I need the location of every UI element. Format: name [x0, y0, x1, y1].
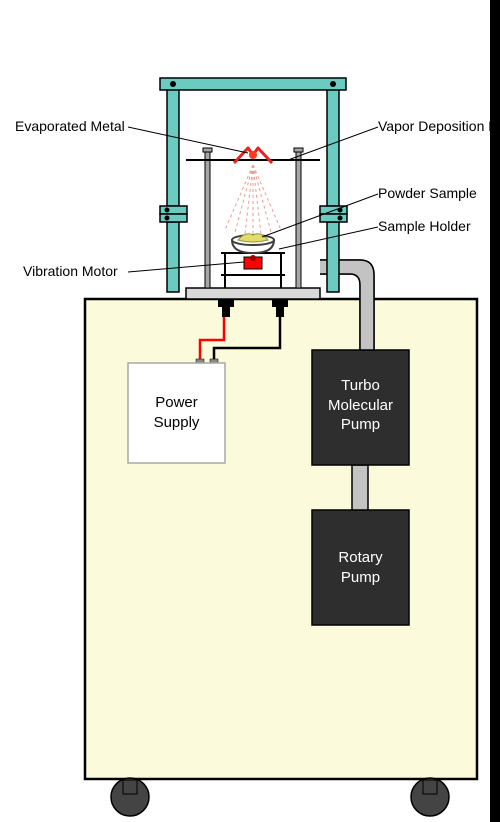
vibration-motor	[244, 255, 262, 269]
label-evaporated-metal: Evaporated Metal	[15, 118, 125, 134]
label-powder-sample: Powder Sample	[378, 185, 477, 201]
label-turbo-pump: Turbo Molecular Pump	[312, 376, 409, 435]
wheel-right	[411, 778, 449, 816]
vapor-lines	[225, 165, 281, 235]
label-sample-holder: Sample Holder	[378, 218, 471, 234]
wheel-left	[111, 778, 149, 816]
sample-bowl	[232, 234, 274, 253]
label-vapor-board: Vapor Deposition Boa	[378, 118, 500, 134]
label-rotary-pump: Rotary Pump	[312, 548, 409, 587]
diagram-container: Evaporated Metal Vapor Deposition Boa Po…	[0, 0, 500, 822]
base-plate	[186, 288, 320, 299]
label-power-supply: Power Supply	[128, 393, 225, 432]
label-vibration-motor: Vibration Motor	[23, 263, 118, 279]
